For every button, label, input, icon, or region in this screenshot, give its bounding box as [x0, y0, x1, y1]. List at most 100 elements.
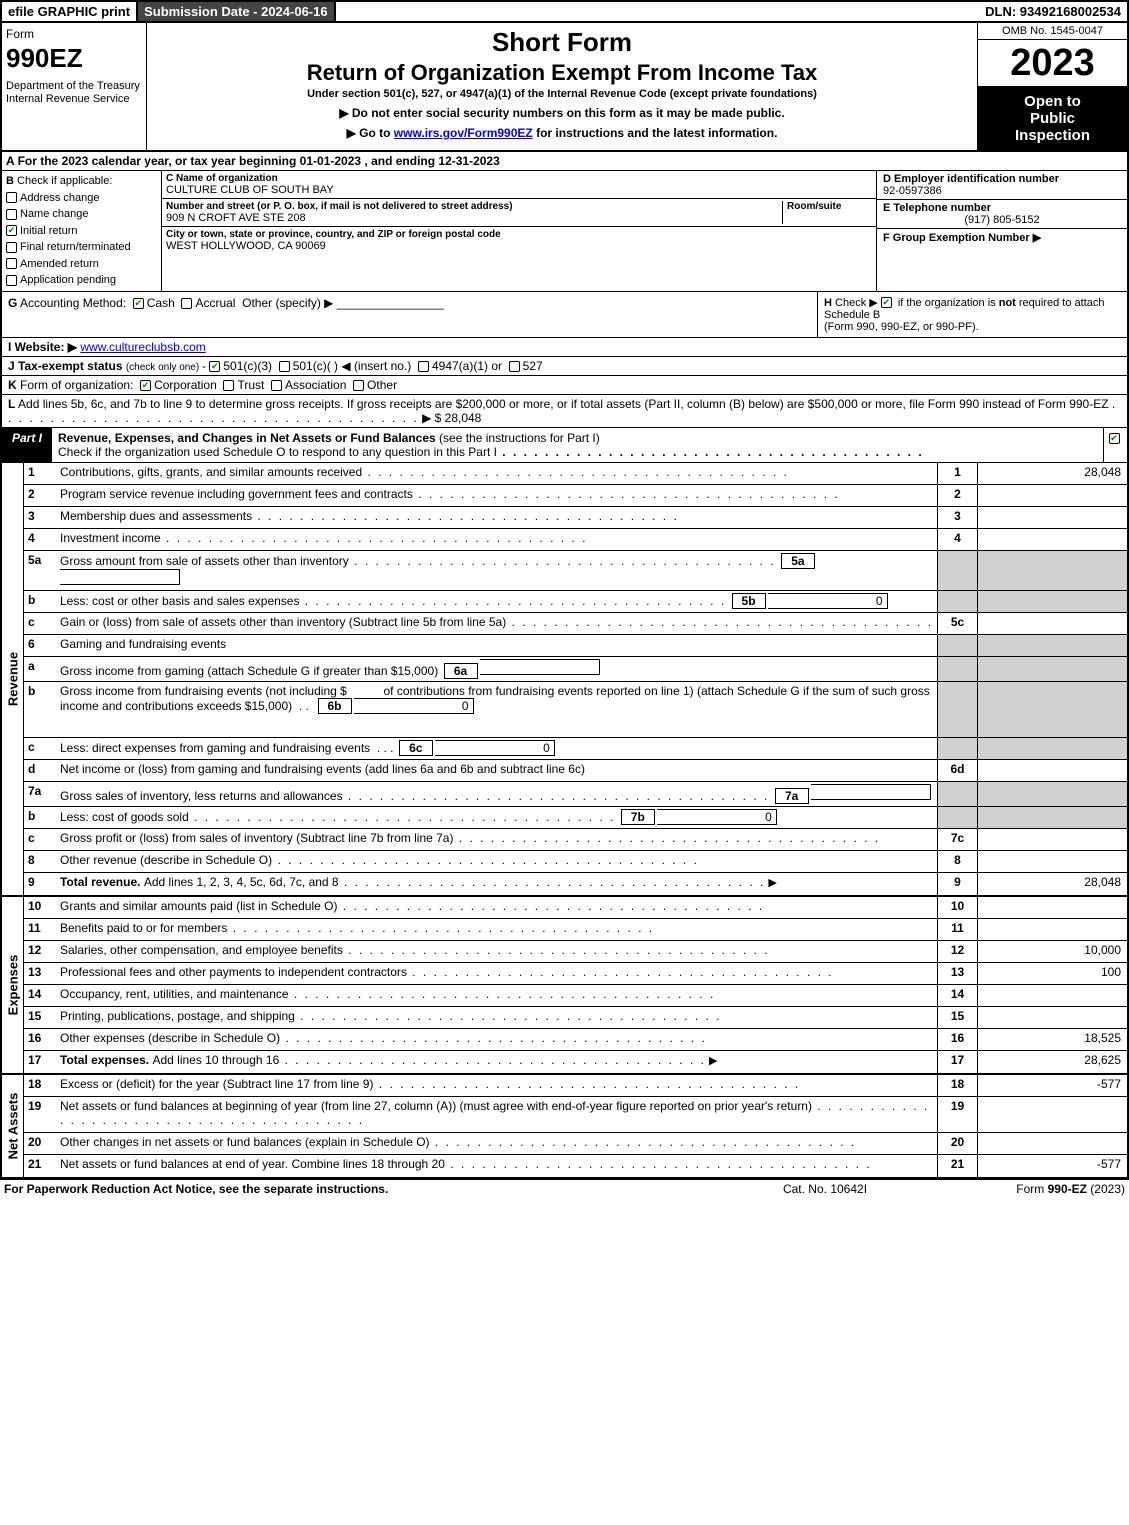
e-row: E Telephone number (917) 805-5152 — [877, 200, 1127, 229]
ln6c-desc: Less: direct expenses from gaming and fu… — [56, 738, 937, 759]
j-o3: 4947(a)(1) or — [432, 359, 502, 373]
line-6a: a Gross income from gaming (attach Sched… — [24, 657, 1127, 682]
footer-left: For Paperwork Reduction Act Notice, see … — [4, 1182, 725, 1196]
org-street: 909 N CROFT AVE STE 208 — [166, 212, 782, 224]
chk-h[interactable] — [881, 297, 892, 308]
ln17-desc: Total expenses. Add lines 10 through 16 — [56, 1051, 937, 1073]
ln6b-subbox: 6b — [318, 698, 352, 714]
netassets-block: Net Assets 18 Excess or (deficit) for th… — [0, 1073, 1129, 1179]
top-bar: efile GRAPHIC print Submission Date - 20… — [0, 0, 1129, 21]
chk-trust[interactable] — [223, 380, 234, 391]
section-gh: G Accounting Method: Cash Accrual Other … — [0, 292, 1129, 338]
chk-final-return[interactable] — [6, 242, 17, 253]
ln5c-text: Gain or (loss) from sale of assets other… — [60, 615, 506, 629]
ln10-amt — [977, 897, 1127, 918]
return-title: Return of Organization Exempt From Incom… — [155, 60, 969, 86]
chk-application-pending[interactable] — [6, 275, 17, 286]
ln4-desc: Investment income — [56, 529, 937, 550]
ln16-desc: Other expenses (describe in Schedule O) — [56, 1029, 937, 1050]
h-letter: H — [824, 297, 832, 309]
ln2-box: 2 — [937, 485, 977, 506]
ln6c-box-shaded — [937, 738, 977, 759]
ln17-arrow — [706, 1053, 718, 1067]
d-label: D Employer identification number — [883, 173, 1121, 185]
col-b: B Check if applicable: Address change Na… — [2, 171, 162, 291]
line-6c: c Less: direct expenses from gaming and … — [24, 738, 1127, 760]
chk-501c[interactable] — [279, 361, 290, 372]
chk-association[interactable] — [271, 380, 282, 391]
ln16-text: Other expenses (describe in Schedule O) — [60, 1031, 280, 1045]
ln6a-box-shaded — [937, 657, 977, 681]
ln2-dots — [413, 487, 840, 501]
ln7b-subval: 0 — [657, 809, 777, 825]
ln11-box: 11 — [937, 919, 977, 940]
inst2-post: for instructions and the latest informat… — [533, 126, 778, 140]
g-row: G Accounting Method: Cash Accrual Other … — [2, 292, 817, 337]
website-link[interactable]: www.cultureclubsb.com — [80, 340, 205, 354]
ln3-amt — [977, 507, 1127, 528]
line-9: 9 Total revenue. Add lines 1, 2, 3, 4, 5… — [24, 873, 1127, 895]
ln6d-no: d — [24, 760, 56, 781]
ln9-no: 9 — [24, 873, 56, 895]
short-form-title: Short Form — [155, 27, 969, 58]
chk-address-change[interactable] — [6, 192, 17, 203]
line-18: 18 Excess or (deficit) for the year (Sub… — [24, 1075, 1127, 1097]
f-row: F Group Exemption Number ▶ — [877, 229, 1127, 246]
ln6-desc: Gaming and fundraising events — [56, 635, 937, 656]
ln12-desc: Salaries, other compensation, and employ… — [56, 941, 937, 962]
b-final: Final return/terminated — [20, 241, 131, 253]
ln6c-subbox: 6c — [399, 740, 433, 756]
ln14-no: 14 — [24, 985, 56, 1006]
expenses-block: Expenses 10 Grants and similar amounts p… — [0, 895, 1129, 1073]
line-7a: 7a Gross sales of inventory, less return… — [24, 782, 1127, 807]
ln16-amt: 18,525 — [977, 1029, 1127, 1050]
ln6d-box: 6d — [937, 760, 977, 781]
ln11-desc: Benefits paid to or for members — [56, 919, 937, 940]
ln14-desc: Occupancy, rent, utilities, and maintena… — [56, 985, 937, 1006]
ln1-box: 1 — [937, 463, 977, 484]
ln18-no: 18 — [24, 1075, 56, 1096]
g-label: Accounting Method: — [17, 296, 126, 310]
ln19-box: 19 — [937, 1097, 977, 1132]
j-letter: J — [8, 359, 15, 373]
c-street-label: Number and street (or P. O. box, if mail… — [166, 201, 782, 212]
ln10-no: 10 — [24, 897, 56, 918]
chk-other-org[interactable] — [353, 380, 364, 391]
ln7b-dots — [189, 810, 616, 824]
ein: 92-0597386 — [883, 185, 1121, 197]
ln6a-subval — [480, 659, 600, 675]
expenses-lines: 10 Grants and similar amounts paid (list… — [24, 897, 1127, 1073]
ln5b-desc: Less: cost or other basis and sales expe… — [56, 591, 937, 612]
chk-name-change[interactable] — [6, 209, 17, 220]
g-cash: Cash — [147, 296, 175, 310]
k-label: Form of organization: — [17, 378, 134, 392]
ln12-box: 12 — [937, 941, 977, 962]
chk-4947[interactable] — [418, 361, 429, 372]
ln11-amt — [977, 919, 1127, 940]
chk-501c3[interactable] — [209, 361, 220, 372]
ln6b-amt-shaded — [977, 682, 1127, 737]
ln7c-dots — [453, 831, 880, 845]
chk-part-i-schedule-o[interactable] — [1109, 433, 1120, 444]
dept-irs: Internal Revenue Service — [6, 93, 142, 106]
ln15-text: Printing, publications, postage, and shi… — [60, 1009, 295, 1023]
chk-cash[interactable] — [133, 298, 144, 309]
ln19-no: 19 — [24, 1097, 56, 1132]
ln9-amt: 28,048 — [977, 873, 1127, 895]
efile-label[interactable]: efile GRAPHIC print — [2, 2, 138, 21]
form-label: Form — [6, 27, 142, 41]
ln15-no: 15 — [24, 1007, 56, 1028]
ln12-dots — [343, 943, 770, 957]
chk-527[interactable] — [509, 361, 520, 372]
tax-year: 2023 — [978, 40, 1127, 87]
ln15-desc: Printing, publications, postage, and shi… — [56, 1007, 937, 1028]
irs-link[interactable]: www.irs.gov/Form990EZ — [394, 126, 533, 140]
ln14-text: Occupancy, rent, utilities, and maintena… — [60, 987, 289, 1001]
chk-amended-return[interactable] — [6, 258, 17, 269]
chk-initial-return[interactable] — [6, 225, 17, 236]
chk-corporation[interactable] — [140, 380, 151, 391]
g-accrual: Accrual — [195, 296, 235, 310]
ln6b-box-shaded — [937, 682, 977, 737]
chk-accrual[interactable] — [181, 298, 192, 309]
ln7a-text: Gross sales of inventory, less returns a… — [60, 789, 343, 803]
